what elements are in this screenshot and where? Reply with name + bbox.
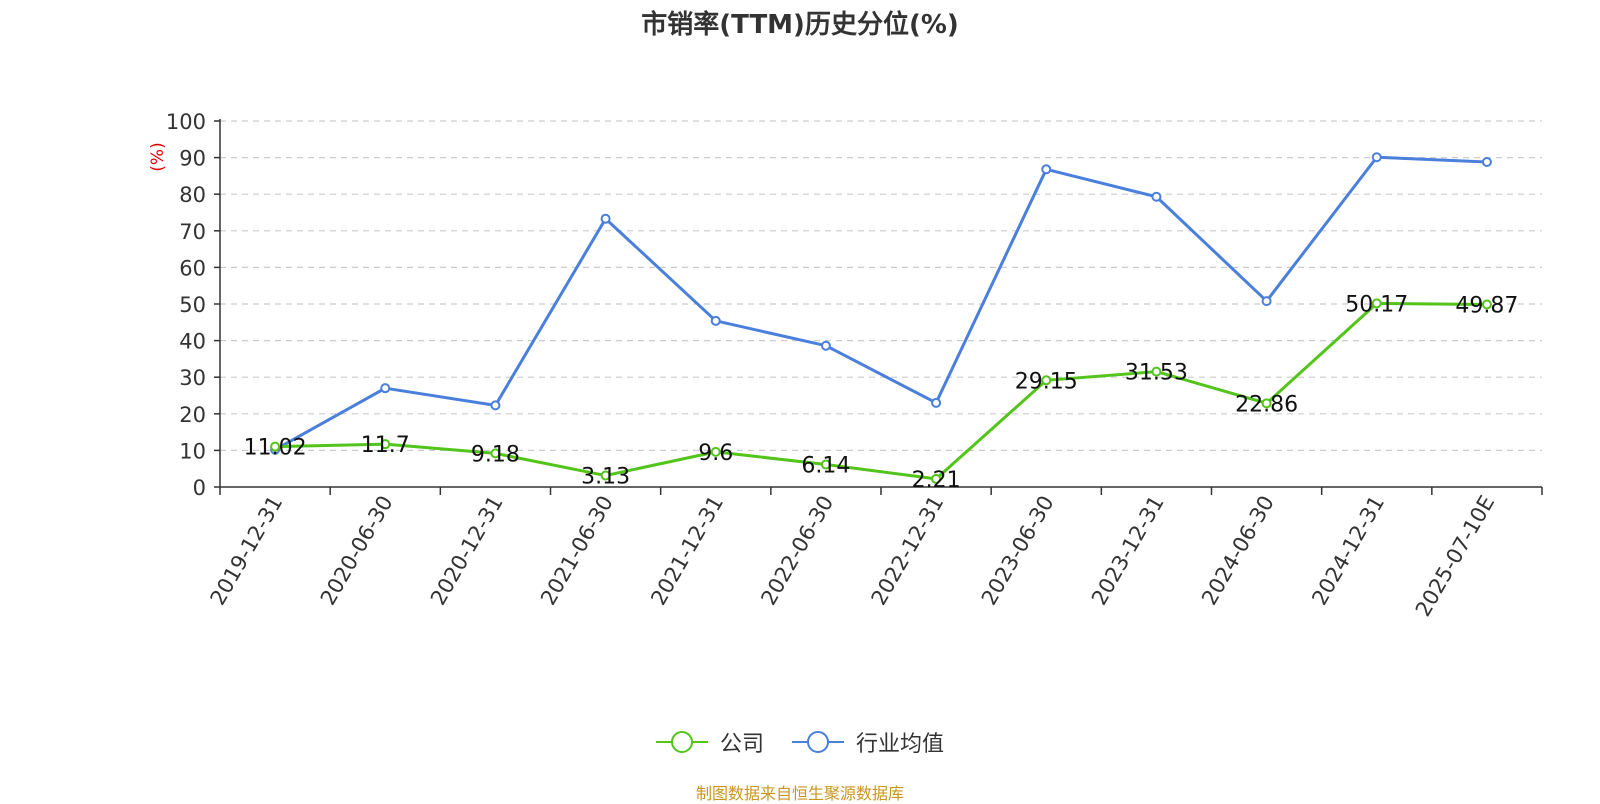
y-tick-label-0: 0 [193,476,206,500]
source-note: 制图数据来自恒生聚源数据库 [695,784,904,803]
data-point-0-0[interactable] [270,441,281,452]
x-tick-label-2022-12-31: 2022-12-31 [867,492,949,610]
data-labels: 11.02 11.7 9.18 3.13 9.6 6.14 2.21 29.15 31.53 22… [244,292,1519,493]
data-label-0: 11.02 [244,436,307,461]
y-tick-label-90: 90 [179,147,206,171]
data-point-1-11[interactable] [1481,156,1492,167]
y-tick-label-50: 50 [179,293,206,317]
data-label-9: 22.86 [1235,392,1298,417]
y-tick-label-70: 70 [179,220,206,244]
data-point-0-3[interactable] [600,470,611,481]
legend-item-industry-average[interactable]: 行业均值 [792,726,944,758]
data-point-1-3[interactable] [600,213,611,224]
data-label-10: 50.17 [1345,292,1408,317]
x-tick-label-2025-07-10E: 2025-07-10E [1411,492,1499,621]
series-line-1 [274,155,1487,451]
data-label-11: 49.87 [1455,293,1518,318]
legend-company-icon [655,731,708,753]
data-point-1-1[interactable] [380,383,391,394]
x-tick-label-2020-06-30: 2020-06-30 [316,492,398,610]
data-point-0-4[interactable] [710,446,721,457]
legend-industry-icon [792,731,844,753]
series-lines [270,152,1492,484]
data-point-1-9[interactable] [1261,296,1272,307]
axes: 0 10 20 30 40 50 60 70 80 90 100 (%) 2019-12-31 2020-… [148,110,1543,621]
legend-item-company[interactable]: 公司 [655,726,764,758]
y-tick-label-100: 100 [166,110,206,134]
data-point-1-4[interactable] [710,315,721,326]
x-tick-label-2023-12-31: 2023-12-31 [1087,492,1169,610]
y-tick-label-30: 30 [179,366,206,390]
y-axis-label: (%) [148,142,168,171]
series-line-0 [275,301,1487,481]
data-label-6: 2.21 [912,468,961,493]
data-label-4: 9.6 [698,441,733,466]
data-point-1-7[interactable] [1041,164,1052,175]
data-label-5: 6.14 [801,454,850,479]
gridlines [220,120,1542,451]
x-tick-label-2021-12-31: 2021-12-31 [646,492,728,610]
y-tick-label-80: 80 [179,183,206,207]
data-point-0-9[interactable] [1261,398,1272,409]
data-point-1-6[interactable] [931,397,942,408]
legend-label-company: 公司 [719,732,764,757]
data-point-0-2[interactable] [490,448,501,459]
x-tick-label-2023-06-30: 2023-06-30 [977,492,1059,610]
data-label-2: 9.18 [471,442,520,467]
data-point-1-8[interactable] [1151,191,1162,202]
data-point-0-8[interactable] [1151,366,1162,377]
chart-title: 市销率(TTM)历史分位(%) [641,10,959,40]
y-tick-label-40: 40 [179,330,206,354]
data-point-1-2[interactable] [490,400,501,411]
data-point-1-10[interactable] [1371,152,1382,163]
data-point-0-7[interactable] [1041,375,1052,386]
data-label-7: 29.15 [1015,369,1078,394]
y-tick-label-60: 60 [179,256,206,280]
data-label-8: 31.53 [1125,361,1188,386]
x-tick-label-2024-12-31: 2024-12-31 [1307,492,1389,610]
legend: 公司 行业均值 [0,726,1600,758]
data-point-0-5[interactable] [820,459,831,470]
x-tick-label-2021-06-30: 2021-06-30 [536,492,618,610]
x-tick-label-2020-12-31: 2020-12-31 [426,492,508,610]
x-tick-label-2022-06-30: 2022-06-30 [756,492,838,610]
x-tick-label-2019-12-31: 2019-12-31 [206,492,288,610]
data-point-0-10[interactable] [1371,298,1382,309]
y-tick-label-20: 20 [179,403,206,427]
data-point-0-1[interactable] [380,439,391,450]
data-point-0-11[interactable] [1481,299,1492,310]
data-point-0-6[interactable] [931,473,942,484]
y-tick-label-10: 10 [179,439,206,463]
data-label-1: 11.7 [361,433,410,458]
data-point-1-5[interactable] [820,340,831,351]
x-tick-label-2024-06-30: 2024-06-30 [1197,492,1279,610]
data-label-3: 3.13 [581,465,630,490]
legend-label-industry-average: 行业均值 [856,732,945,757]
